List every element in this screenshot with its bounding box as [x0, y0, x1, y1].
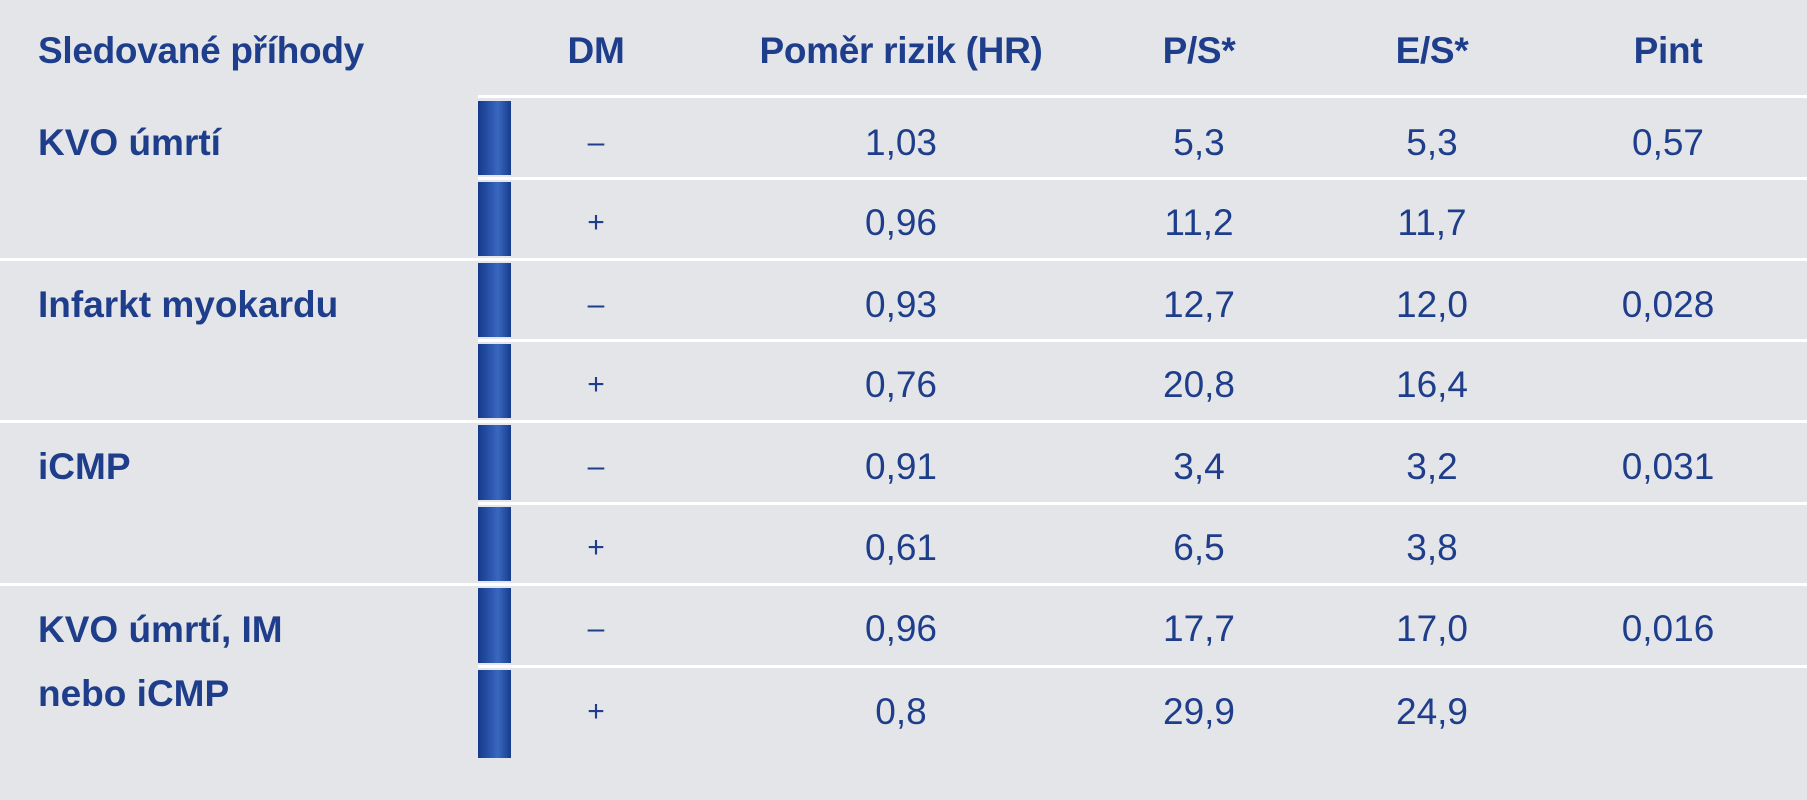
row-rule [478, 502, 1807, 505]
ps-value: 3,4 [1173, 446, 1225, 487]
hr-value: 1,03 [864, 122, 938, 163]
row-marker-bar [478, 182, 511, 256]
dm-value: – [587, 612, 605, 645]
dm-value: + [587, 368, 605, 401]
group-rule [0, 420, 1807, 423]
hr-value: 0,8 [875, 691, 927, 732]
header-es: E/S* [1395, 30, 1469, 71]
ps-value: 12,7 [1162, 284, 1236, 325]
event-label-line2: nebo iCMP [38, 673, 230, 714]
header-rule [478, 95, 1807, 98]
row-marker-bar [478, 425, 511, 500]
dm-value: + [587, 695, 605, 728]
es-value: 3,2 [1406, 446, 1458, 487]
es-value: 11,7 [1397, 202, 1467, 243]
row-rule [478, 177, 1807, 180]
hr-value: 0,93 [864, 284, 938, 325]
row-rule [478, 339, 1807, 342]
dm-value: – [587, 450, 605, 483]
hr-value: 0,76 [864, 364, 938, 405]
row-marker-bar [478, 344, 511, 418]
es-value: 16,4 [1395, 364, 1469, 405]
ps-value: 5,3 [1173, 122, 1225, 163]
hr-value: 0,91 [864, 446, 938, 487]
pint-value: 0,016 [1621, 608, 1715, 649]
hr-value: 0,96 [864, 202, 938, 243]
event-label: KVO úmrtí, IM [38, 609, 283, 650]
row-marker-bar [478, 507, 511, 581]
event-label: KVO úmrtí [38, 122, 221, 163]
event-label: iCMP [38, 446, 131, 487]
row-marker-bar [478, 101, 511, 175]
header-pint: Pint [1633, 30, 1703, 71]
ps-value: 6,5 [1173, 527, 1225, 568]
dm-value: + [587, 531, 605, 564]
row-rule [478, 665, 1807, 668]
es-value: 12,0 [1395, 284, 1469, 325]
row-marker-bar [478, 263, 511, 337]
es-value: 3,8 [1406, 527, 1458, 568]
header-ps: P/S* [1162, 30, 1236, 71]
es-value: 24,9 [1395, 691, 1469, 732]
group-rule [0, 258, 1807, 261]
dm-value: – [587, 288, 605, 321]
dm-value: + [587, 206, 605, 239]
dm-value: – [587, 126, 605, 159]
ps-value: 29,9 [1162, 691, 1236, 732]
ps-value: 17,7 [1162, 608, 1236, 649]
es-value: 5,3 [1406, 122, 1458, 163]
pint-value: 0,028 [1621, 284, 1715, 325]
es-value: 17,0 [1395, 608, 1469, 649]
header-event: Sledované příhody [38, 30, 364, 71]
header-hr: Poměr rizik (HR) [759, 30, 1043, 71]
hr-value: 0,61 [864, 527, 938, 568]
pint-value: 0,031 [1621, 446, 1715, 487]
event-label: Infarkt myokardu [38, 284, 339, 325]
ps-value: 20,8 [1162, 364, 1236, 405]
hr-value: 0,96 [864, 608, 938, 649]
ps-value: 11,2 [1164, 202, 1234, 243]
header-dm: DM [567, 30, 625, 71]
row-marker-bar [478, 670, 511, 758]
group-rule [0, 583, 1807, 586]
row-marker-bar [478, 588, 511, 663]
pint-value: 0,57 [1631, 122, 1705, 163]
